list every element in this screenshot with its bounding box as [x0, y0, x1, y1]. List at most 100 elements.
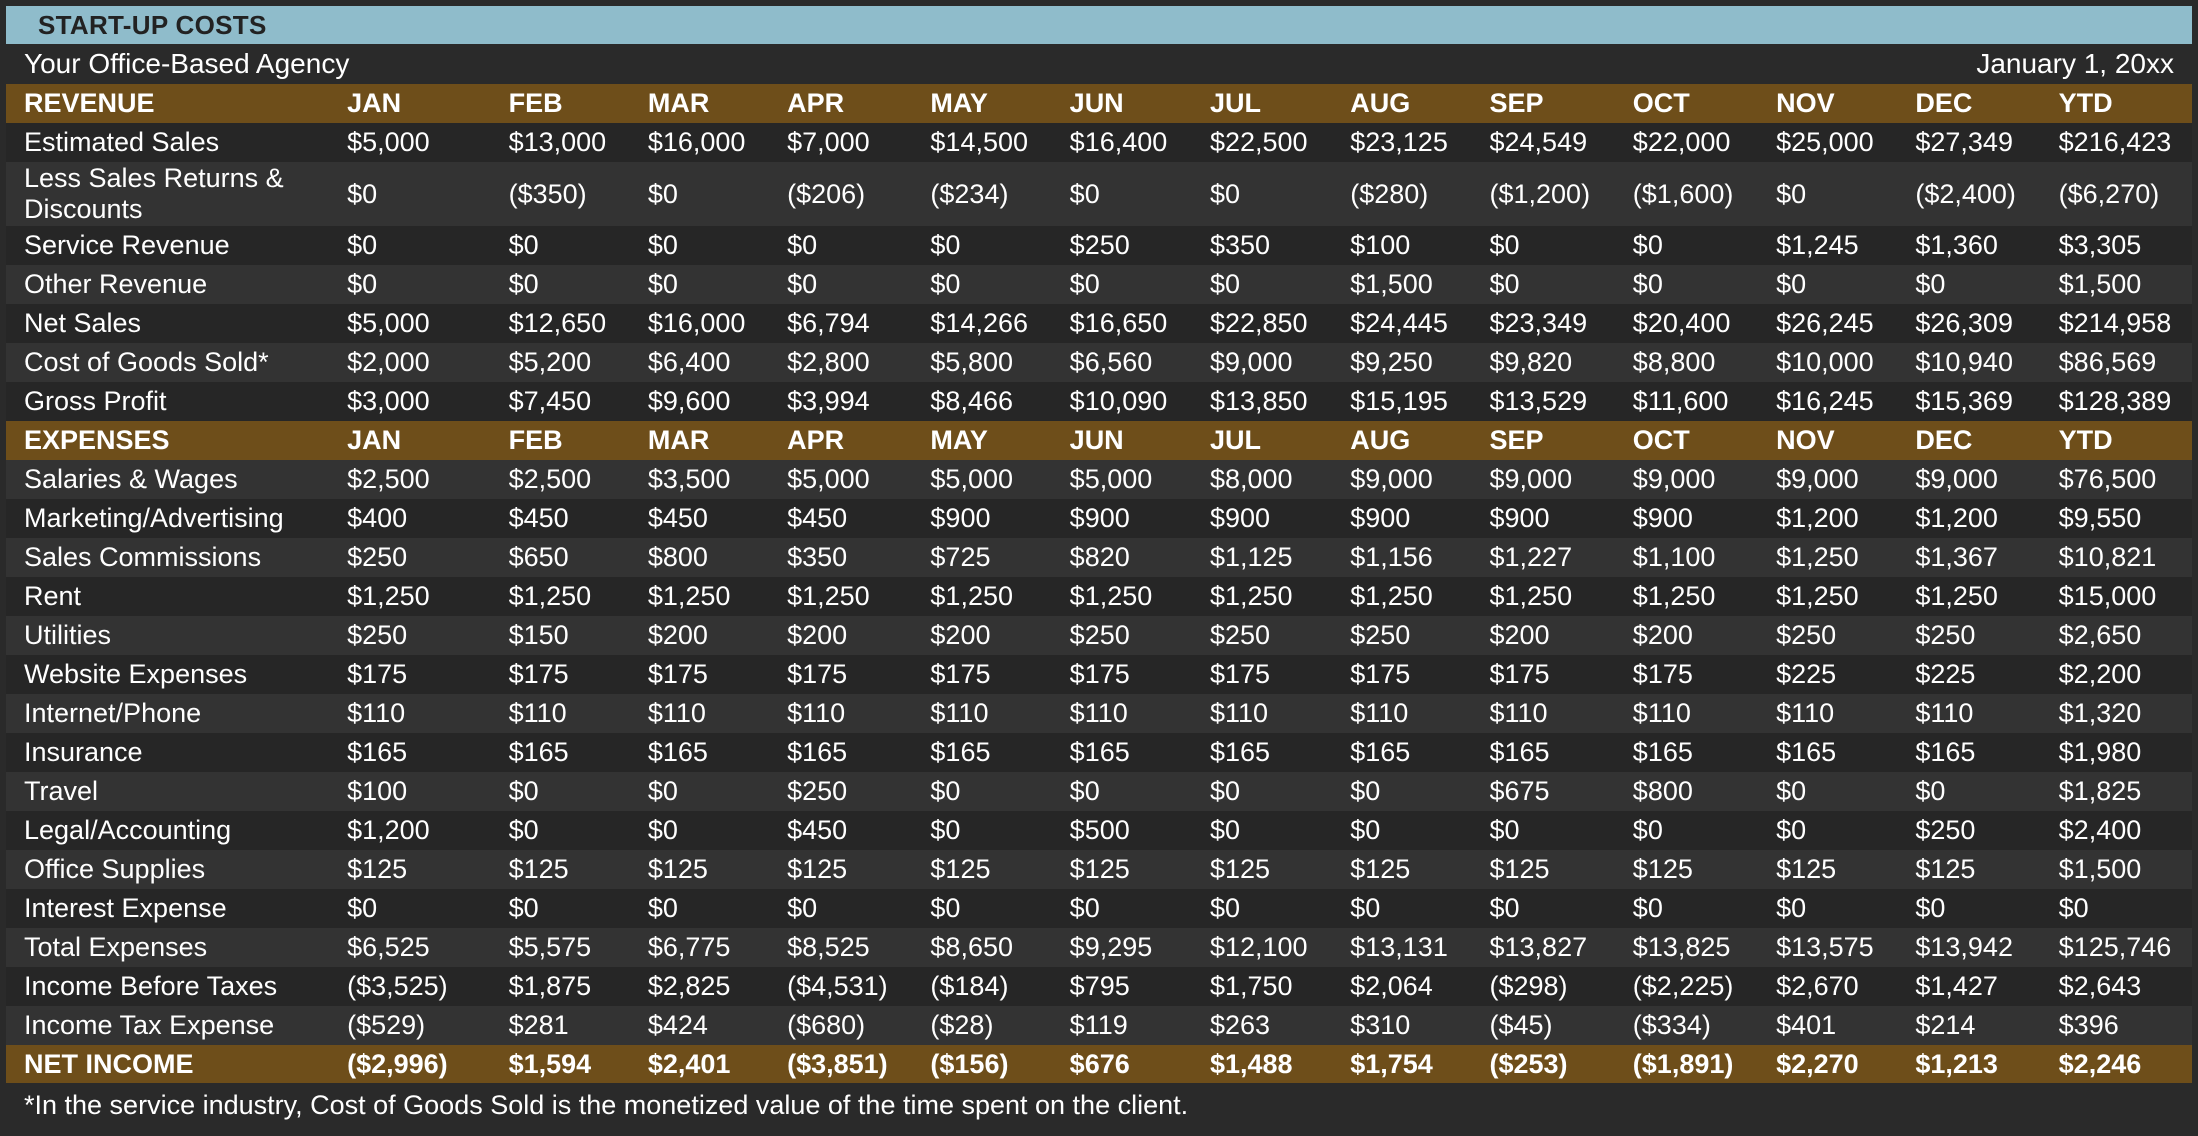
cell[interactable]: $1,250 — [1915, 577, 2059, 616]
cell[interactable]: ($334) — [1632, 1006, 1777, 1045]
cell[interactable]: $200 — [647, 616, 788, 655]
cell[interactable]: $795 — [1069, 967, 1210, 1006]
cell[interactable]: $0 — [930, 226, 1070, 265]
cell[interactable]: $3,305 — [2058, 226, 2192, 265]
cell[interactable]: $10,090 — [1069, 382, 1210, 421]
row-label[interactable]: Utilities — [6, 616, 348, 655]
cell[interactable]: $0 — [1489, 889, 1633, 928]
cell[interactable]: $86,569 — [2058, 343, 2192, 382]
cell[interactable]: $1,250 — [1776, 577, 1916, 616]
row-label[interactable]: Legal/Accounting — [6, 811, 348, 850]
cell[interactable]: OCT — [1632, 421, 1777, 460]
cell[interactable]: $22,850 — [1209, 304, 1351, 343]
cell[interactable]: $165 — [1350, 733, 1490, 772]
cell[interactable]: $6,775 — [647, 928, 788, 967]
cell[interactable]: $0 — [1069, 889, 1210, 928]
cell[interactable]: $0 — [1069, 265, 1210, 304]
cell[interactable]: $0 — [347, 265, 509, 304]
cell[interactable]: $450 — [787, 811, 931, 850]
cell[interactable]: FEB — [508, 84, 648, 123]
cell[interactable]: $165 — [1069, 733, 1210, 772]
cell[interactable]: $0 — [1209, 811, 1351, 850]
cell[interactable]: $0 — [347, 889, 509, 928]
cell[interactable]: $1,250 — [1632, 577, 1777, 616]
cell[interactable]: $6,525 — [347, 928, 509, 967]
cell[interactable]: $125 — [347, 850, 509, 889]
cell[interactable]: $5,000 — [347, 304, 509, 343]
cell[interactable]: $1,367 — [1915, 538, 2059, 577]
cell[interactable]: $0 — [1915, 265, 2059, 304]
cell[interactable]: $175 — [1209, 655, 1351, 694]
cell[interactable]: $1,250 — [1209, 577, 1351, 616]
cell[interactable]: $125 — [1915, 850, 2059, 889]
cell[interactable]: $12,100 — [1209, 928, 1351, 967]
cell[interactable]: $0 — [1776, 265, 1916, 304]
cell[interactable]: $263 — [1209, 1006, 1351, 1045]
cell[interactable]: $175 — [347, 655, 509, 694]
cell[interactable]: $8,466 — [930, 382, 1070, 421]
cell[interactable]: $23,349 — [1489, 304, 1633, 343]
cell[interactable]: $110 — [347, 694, 509, 733]
cell[interactable]: $5,000 — [787, 460, 931, 499]
cell[interactable]: $6,400 — [647, 343, 788, 382]
cell[interactable]: OCT — [1632, 84, 1777, 123]
cell[interactable]: $125 — [787, 850, 931, 889]
cell[interactable]: $1,875 — [508, 967, 648, 1006]
cell[interactable]: $2,400 — [2058, 811, 2192, 850]
cell[interactable]: $2,670 — [1776, 967, 1916, 1006]
cell[interactable]: $125 — [1069, 850, 1210, 889]
cell[interactable]: $11,600 — [1632, 382, 1777, 421]
cell[interactable]: $5,800 — [930, 343, 1070, 382]
cell[interactable]: AUG — [1350, 84, 1490, 123]
cell[interactable]: $16,245 — [1776, 382, 1916, 421]
cell[interactable]: $216,423 — [2058, 123, 2192, 162]
cell[interactable]: $128,389 — [2058, 382, 2192, 421]
cell[interactable]: $0 — [1632, 226, 1777, 265]
cell[interactable]: APR — [787, 421, 931, 460]
cell[interactable]: $150 — [508, 616, 648, 655]
cell[interactable]: $2,246 — [2058, 1045, 2192, 1083]
cell[interactable]: $0 — [1915, 772, 2059, 811]
cell[interactable]: $2,270 — [1776, 1045, 1916, 1083]
cell[interactable]: $10,940 — [1915, 343, 2059, 382]
cell[interactable]: $165 — [1915, 733, 2059, 772]
cell[interactable]: $8,650 — [930, 928, 1070, 967]
cell[interactable]: $110 — [647, 694, 788, 733]
cell[interactable]: $125 — [1632, 850, 1777, 889]
cell[interactable]: $450 — [508, 499, 648, 538]
cell[interactable]: ($1,200) — [1489, 162, 1633, 226]
cell[interactable]: $0 — [1776, 889, 1916, 928]
row-label[interactable]: Travel — [6, 772, 348, 811]
cell[interactable]: $1,320 — [2058, 694, 2192, 733]
row-label[interactable]: Office Supplies — [6, 850, 348, 889]
cell[interactable]: $1,250 — [1350, 577, 1490, 616]
cell[interactable]: $2,500 — [347, 460, 509, 499]
cell[interactable]: $200 — [1489, 616, 1633, 655]
cell[interactable]: ($2,225) — [1632, 967, 1777, 1006]
cell[interactable]: $5,000 — [930, 460, 1070, 499]
cell[interactable]: $0 — [787, 265, 931, 304]
company-name[interactable]: Your Office-Based Agency — [24, 48, 350, 79]
cell[interactable]: ($45) — [1489, 1006, 1633, 1045]
cell[interactable]: $76,500 — [2058, 460, 2192, 499]
cell[interactable]: $1,825 — [2058, 772, 2192, 811]
cell[interactable]: $125 — [930, 850, 1070, 889]
cell[interactable]: $800 — [1632, 772, 1777, 811]
cell[interactable]: $125 — [1209, 850, 1351, 889]
cell[interactable]: $450 — [787, 499, 931, 538]
cell[interactable]: $5,000 — [1069, 460, 1210, 499]
cell[interactable]: $250 — [347, 538, 509, 577]
cell[interactable]: $9,295 — [1069, 928, 1210, 967]
row-label[interactable]: Net Sales — [6, 304, 348, 343]
cell[interactable]: SEP — [1489, 421, 1633, 460]
cell[interactable]: $1,200 — [1776, 499, 1916, 538]
cell[interactable]: $9,000 — [1632, 460, 1777, 499]
cell[interactable]: $3,500 — [647, 460, 788, 499]
row-label[interactable]: Estimated Sales — [6, 123, 348, 162]
cell[interactable]: $281 — [508, 1006, 648, 1045]
cell[interactable]: $1,200 — [347, 811, 509, 850]
cell[interactable]: $0 — [1915, 889, 2059, 928]
cell[interactable]: $400 — [347, 499, 509, 538]
cell[interactable]: $1,250 — [1069, 577, 1210, 616]
cell[interactable]: $16,000 — [647, 123, 788, 162]
